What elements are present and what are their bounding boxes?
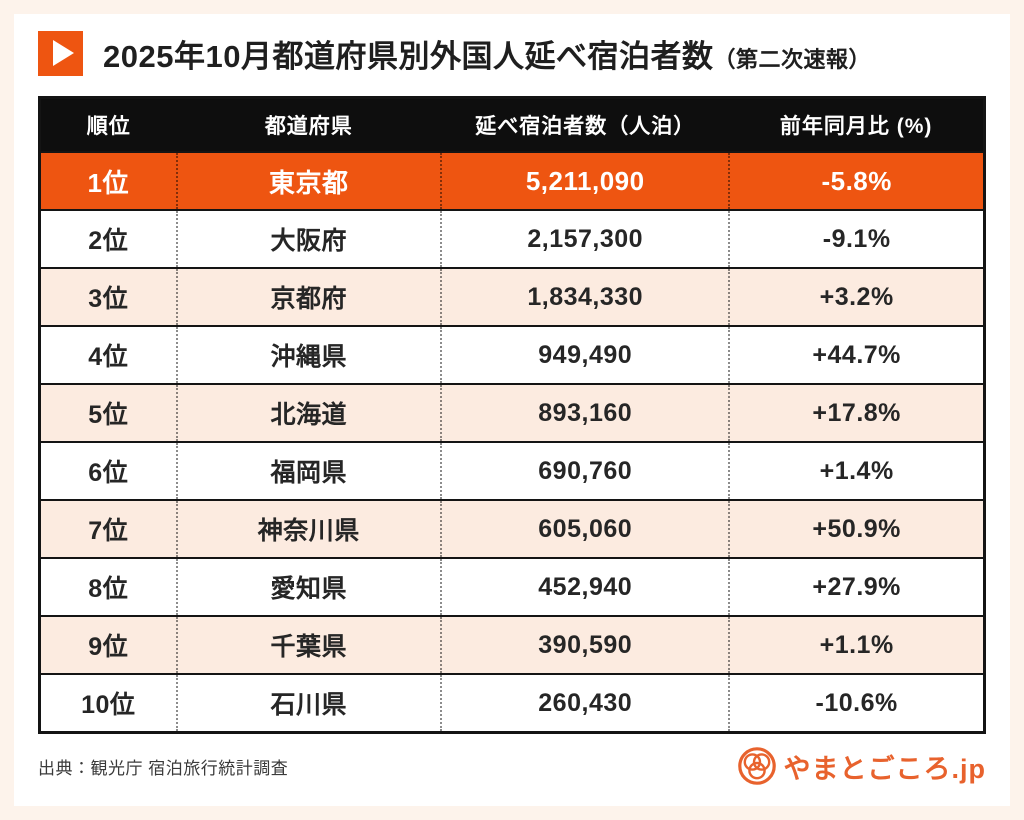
table-row: 10位 石川県 260,430 -10.6% [39,673,985,733]
yoy-cell: +3.2% [728,267,985,326]
column-header-stays: 延べ宿泊者数（人泊） [441,97,730,152]
rank-cell: 9位 [39,615,177,674]
stays-cell: 605,060 [440,499,730,558]
page-title: 2025年10月都道府県別外国人延べ宿泊者数（第二次速報） [103,31,871,76]
prefecture-cell: 福岡県 [175,441,442,500]
trefoil-circle-icon [737,747,776,785]
page-title-main: 2025年10月都道府県別外国人延べ宿泊者数 [103,38,714,74]
yoy-cell: -9.1% [728,209,985,268]
table-header: 順位 都道府県 延べ宿泊者数（人泊） 前年同月比 (%) [39,97,985,152]
page-title-sub: （第二次速報） [713,46,871,72]
table-header-row: 順位 都道府県 延べ宿泊者数（人泊） 前年同月比 (%) [39,97,985,152]
yoy-cell: +1.4% [728,441,985,500]
prefecture-cell: 沖縄県 [175,325,442,384]
stays-cell: 949,490 [440,325,730,384]
source-text: 出典：観光庁 宿泊旅行統計調査 [38,758,289,778]
rank-cell: 2位 [39,209,177,268]
table-row: 8位 愛知県 452,940 +27.9% [39,557,985,616]
rank-cell: 10位 [39,673,177,733]
stays-cell: 390,590 [440,615,730,674]
column-header-rank: 順位 [39,97,177,152]
logo-text: やまとごころ.jp [783,753,986,784]
rank-cell: 6位 [39,441,177,500]
stays-cell: 690,760 [440,441,730,500]
rank-cell: 7位 [39,499,177,558]
yoy-cell: +27.9% [728,557,985,616]
table-row: 7位 神奈川県 605,060 +50.9% [39,499,985,558]
stays-cell: 1,834,330 [440,267,730,326]
table-row: 9位 千葉県 390,590 +1.1% [39,615,985,674]
prefecture-cell: 京都府 [175,267,442,326]
prefecture-cell: 愛知県 [175,557,442,616]
rank-cell: 1位 [39,151,177,210]
title-bar: 2025年10月都道府県別外国人延べ宿泊者数（第二次速報） [38,30,986,76]
stays-cell: 452,940 [440,557,730,616]
table-row: 5位 北海道 893,160 +17.8% [39,383,985,442]
ranking-table: 順位 都道府県 延べ宿泊者数（人泊） 前年同月比 (%) 1位 東京都 5,21… [38,96,986,734]
table-row: 1位 東京都 5,211,090 -5.8% [39,151,985,210]
rank-cell: 4位 [39,325,177,384]
yamatogokoro-logo: やまとごころ.jp [737,746,987,786]
infographic-card: 2025年10月都道府県別外国人延べ宿泊者数（第二次速報） 順位 都道府県 延べ… [14,14,1010,806]
stays-cell: 260,430 [440,673,730,733]
prefecture-cell: 神奈川県 [175,499,442,558]
yoy-cell: +50.9% [728,499,985,558]
table-row: 6位 福岡県 690,760 +1.4% [39,441,985,500]
yoy-cell: -5.8% [728,151,985,210]
footer: 出典：観光庁 宿泊旅行統計調査 やまとごころ.jp [38,734,986,798]
table-row: 4位 沖縄県 949,490 +44.7% [39,325,985,384]
yoy-cell: +17.8% [728,383,985,442]
prefecture-cell: 千葉県 [175,615,442,674]
prefecture-cell: 東京都 [175,151,442,210]
yoy-cell: -10.6% [728,673,985,733]
table-row: 3位 京都府 1,834,330 +3.2% [39,267,985,326]
stays-cell: 5,211,090 [440,151,730,210]
play-icon [38,30,83,76]
play-triangle-icon [52,40,74,66]
stays-cell: 2,157,300 [440,209,730,268]
stays-cell: 893,160 [440,383,730,442]
rank-cell: 5位 [39,383,177,442]
yoy-cell: +44.7% [728,325,985,384]
prefecture-cell: 大阪府 [175,209,442,268]
column-header-yoy: 前年同月比 (%) [729,97,985,152]
yoy-cell: +1.1% [728,615,985,674]
prefecture-cell: 北海道 [175,383,442,442]
prefecture-cell: 石川県 [175,673,442,733]
column-header-prefecture: 都道府県 [176,97,442,152]
rank-cell: 3位 [39,267,177,326]
table-row: 2位 大阪府 2,157,300 -9.1% [39,209,985,268]
rank-cell: 8位 [39,557,177,616]
